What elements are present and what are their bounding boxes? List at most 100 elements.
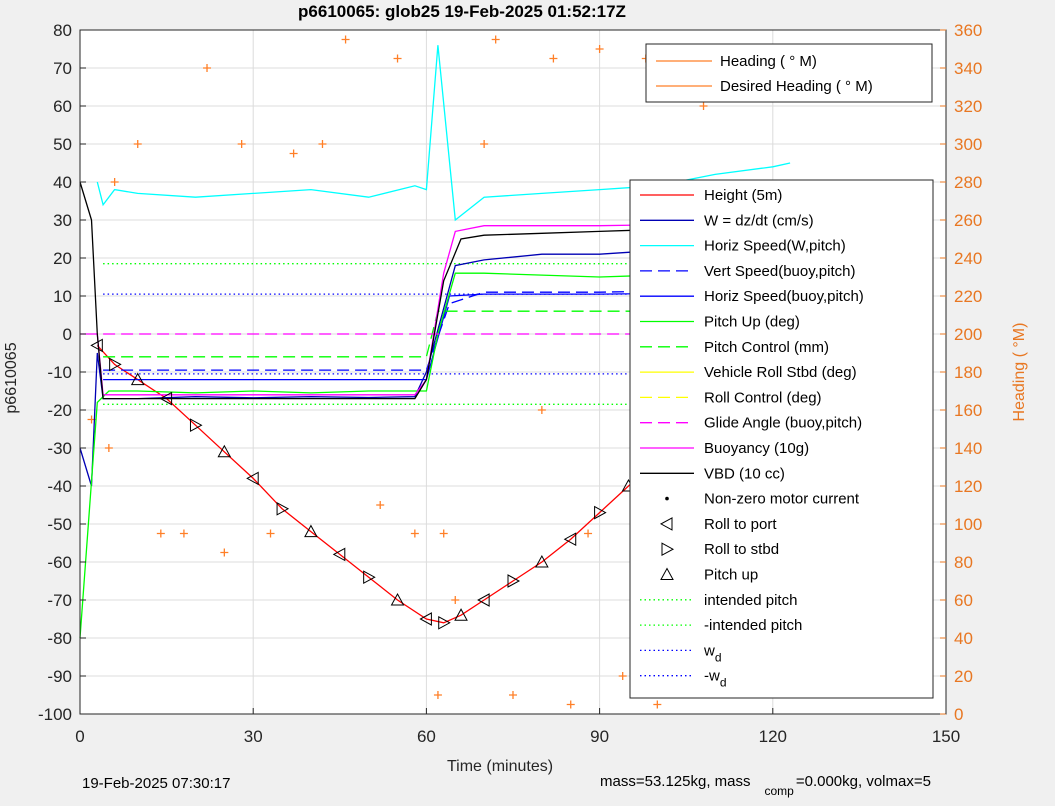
y2-axis-label: Heading ( °M) [1011,323,1028,422]
motor-marker [390,592,405,606]
legend-label: Horiz Speed(W,pitch) [704,238,846,255]
y2-tick-label: 100 [954,515,982,534]
heading-legend: Heading ( ° M) Desired Heading ( ° M) [645,43,933,103]
y-tick-label: 10 [53,287,72,306]
motor-marker [246,471,259,486]
legend-item: -intended pitch [640,617,802,634]
main-legend: Height (5m) W = dz/dt (cm/s) Horiz Speed(W… [629,179,934,699]
heading-marker [220,548,229,557]
legend-label: Non-zero motor current [704,491,860,508]
legend-label: Vehicle Roll Stbd (deg) [704,364,857,381]
footer-mass: mass=53.125kg, mass comp=0.000kg, volmax=… [600,773,931,798]
heading-marker [480,140,489,148]
heading-legend-label: Heading ( ° M) [720,53,817,70]
y2-tick-label: 260 [954,211,982,230]
y2-tick-label: 220 [954,287,982,306]
y-tick-label: -10 [47,363,72,382]
heading-marker [410,529,419,538]
x-tick-label: 150 [932,727,960,746]
heading-marker [104,444,113,452]
y-tick-label: 0 [63,325,72,344]
legend-label: Pitch Control (mm) [704,339,829,356]
legend-label: Roll Control (deg) [704,389,822,406]
legend-label: Glide Angle (buoy,pitch) [704,415,862,432]
y-tick-label: 50 [53,135,72,154]
heading-marker [491,35,500,44]
motor-marker [217,444,232,458]
y-tick-label: 40 [53,173,72,192]
heading-marker [699,102,708,110]
y-tick-label: 60 [53,97,72,116]
y2-tick-label: 40 [954,629,973,648]
motor-marker [454,608,468,621]
y2-tick-label: 360 [954,21,982,40]
y-tick-label: -80 [47,629,72,648]
motor-marker [90,338,103,353]
y2-tick-label: 180 [954,363,982,382]
y2-tick-label: 20 [954,667,973,686]
heading-marker [289,149,298,158]
legend-item: Vert Speed(buoy,pitch) [640,263,855,280]
y-tick-label: 70 [53,59,72,78]
legend-label: Pitch Up (deg) [704,314,800,331]
legend-item: Roll Control (deg) [640,389,822,406]
legend-item: Vehicle Roll Stbd (deg) [640,364,857,381]
x-tick-label: 120 [759,727,787,746]
heading-marker [110,178,119,186]
legend-item: Horiz Speed(buoy,pitch) [640,288,864,305]
x-tick-label: 90 [590,727,609,746]
legend-label: Roll to port [704,516,777,533]
motor-marker [363,570,376,585]
y-axis-ticks: 80 70 60 50 40 30 20 10 0 -10 -20 -30 -40 -50 -60 -70 -8… [38,21,86,724]
legend-label: Buoyancy (10g) [704,440,809,457]
y-tick-label: 80 [53,21,72,40]
heading-marker [237,140,246,148]
motor-marker [332,547,346,562]
heading-marker [341,35,350,44]
legend-label: Horiz Speed(buoy,pitch) [704,288,864,305]
y2-tick-label: 120 [954,477,982,496]
y-tick-label: -20 [47,401,72,420]
motor-marker [438,615,451,630]
y-tick-label: -40 [47,477,72,496]
y2-tick-label: 280 [954,173,982,192]
y2-tick-label: 60 [954,591,973,610]
legend-item: Horiz Speed(W,pitch) [640,238,846,255]
heading-marker [595,45,604,53]
y2-tick-label: 340 [954,59,982,78]
heading-marker [618,672,627,680]
legend-swatch [660,567,674,580]
x-tick-label: 0 [75,727,84,746]
legend-label: -wd [704,668,727,690]
y-tick-label: -90 [47,667,72,686]
motor-marker [276,501,290,516]
motor-marker [159,391,173,406]
heading-marker [433,691,442,699]
motor-marker [477,593,490,607]
y2-tick-label: 160 [954,401,982,420]
legend-swatch [665,496,669,501]
y-tick-label: -70 [47,591,72,610]
legend-item: Pitch Up (deg) [640,314,800,331]
y2-tick-label: 200 [954,325,982,344]
chart-title: p6610065: glob25 19-Feb-2025 01:52:17Z [298,2,626,21]
legend-item: Buoyancy (10g) [640,440,809,457]
legend-item: VBD (10 cc) [640,465,785,482]
legend-item: intended pitch [640,592,797,609]
legend-item: Pitch up [660,567,758,584]
series-line [103,291,791,381]
y-tick-label: -60 [47,553,72,572]
legend-item: Non-zero motor current [665,491,860,508]
y2-tick-label: 80 [954,553,973,572]
heading-marker [566,700,575,709]
x-tick-label: 30 [244,727,263,746]
y2-tick-label: 300 [954,135,982,154]
legend-label: Vert Speed(buoy,pitch) [704,263,855,280]
legend-item: wd [640,642,722,664]
y-tick-label: -30 [47,439,72,458]
x-axis-ticks: 0 30 60 90 120 150 [75,708,960,746]
motor-marker [189,418,203,433]
legend-item: Pitch Control (mm) [640,339,829,356]
desired-heading-legend-label: Desired Heading ( ° M) [720,78,873,95]
legend-label: wd [703,642,722,664]
